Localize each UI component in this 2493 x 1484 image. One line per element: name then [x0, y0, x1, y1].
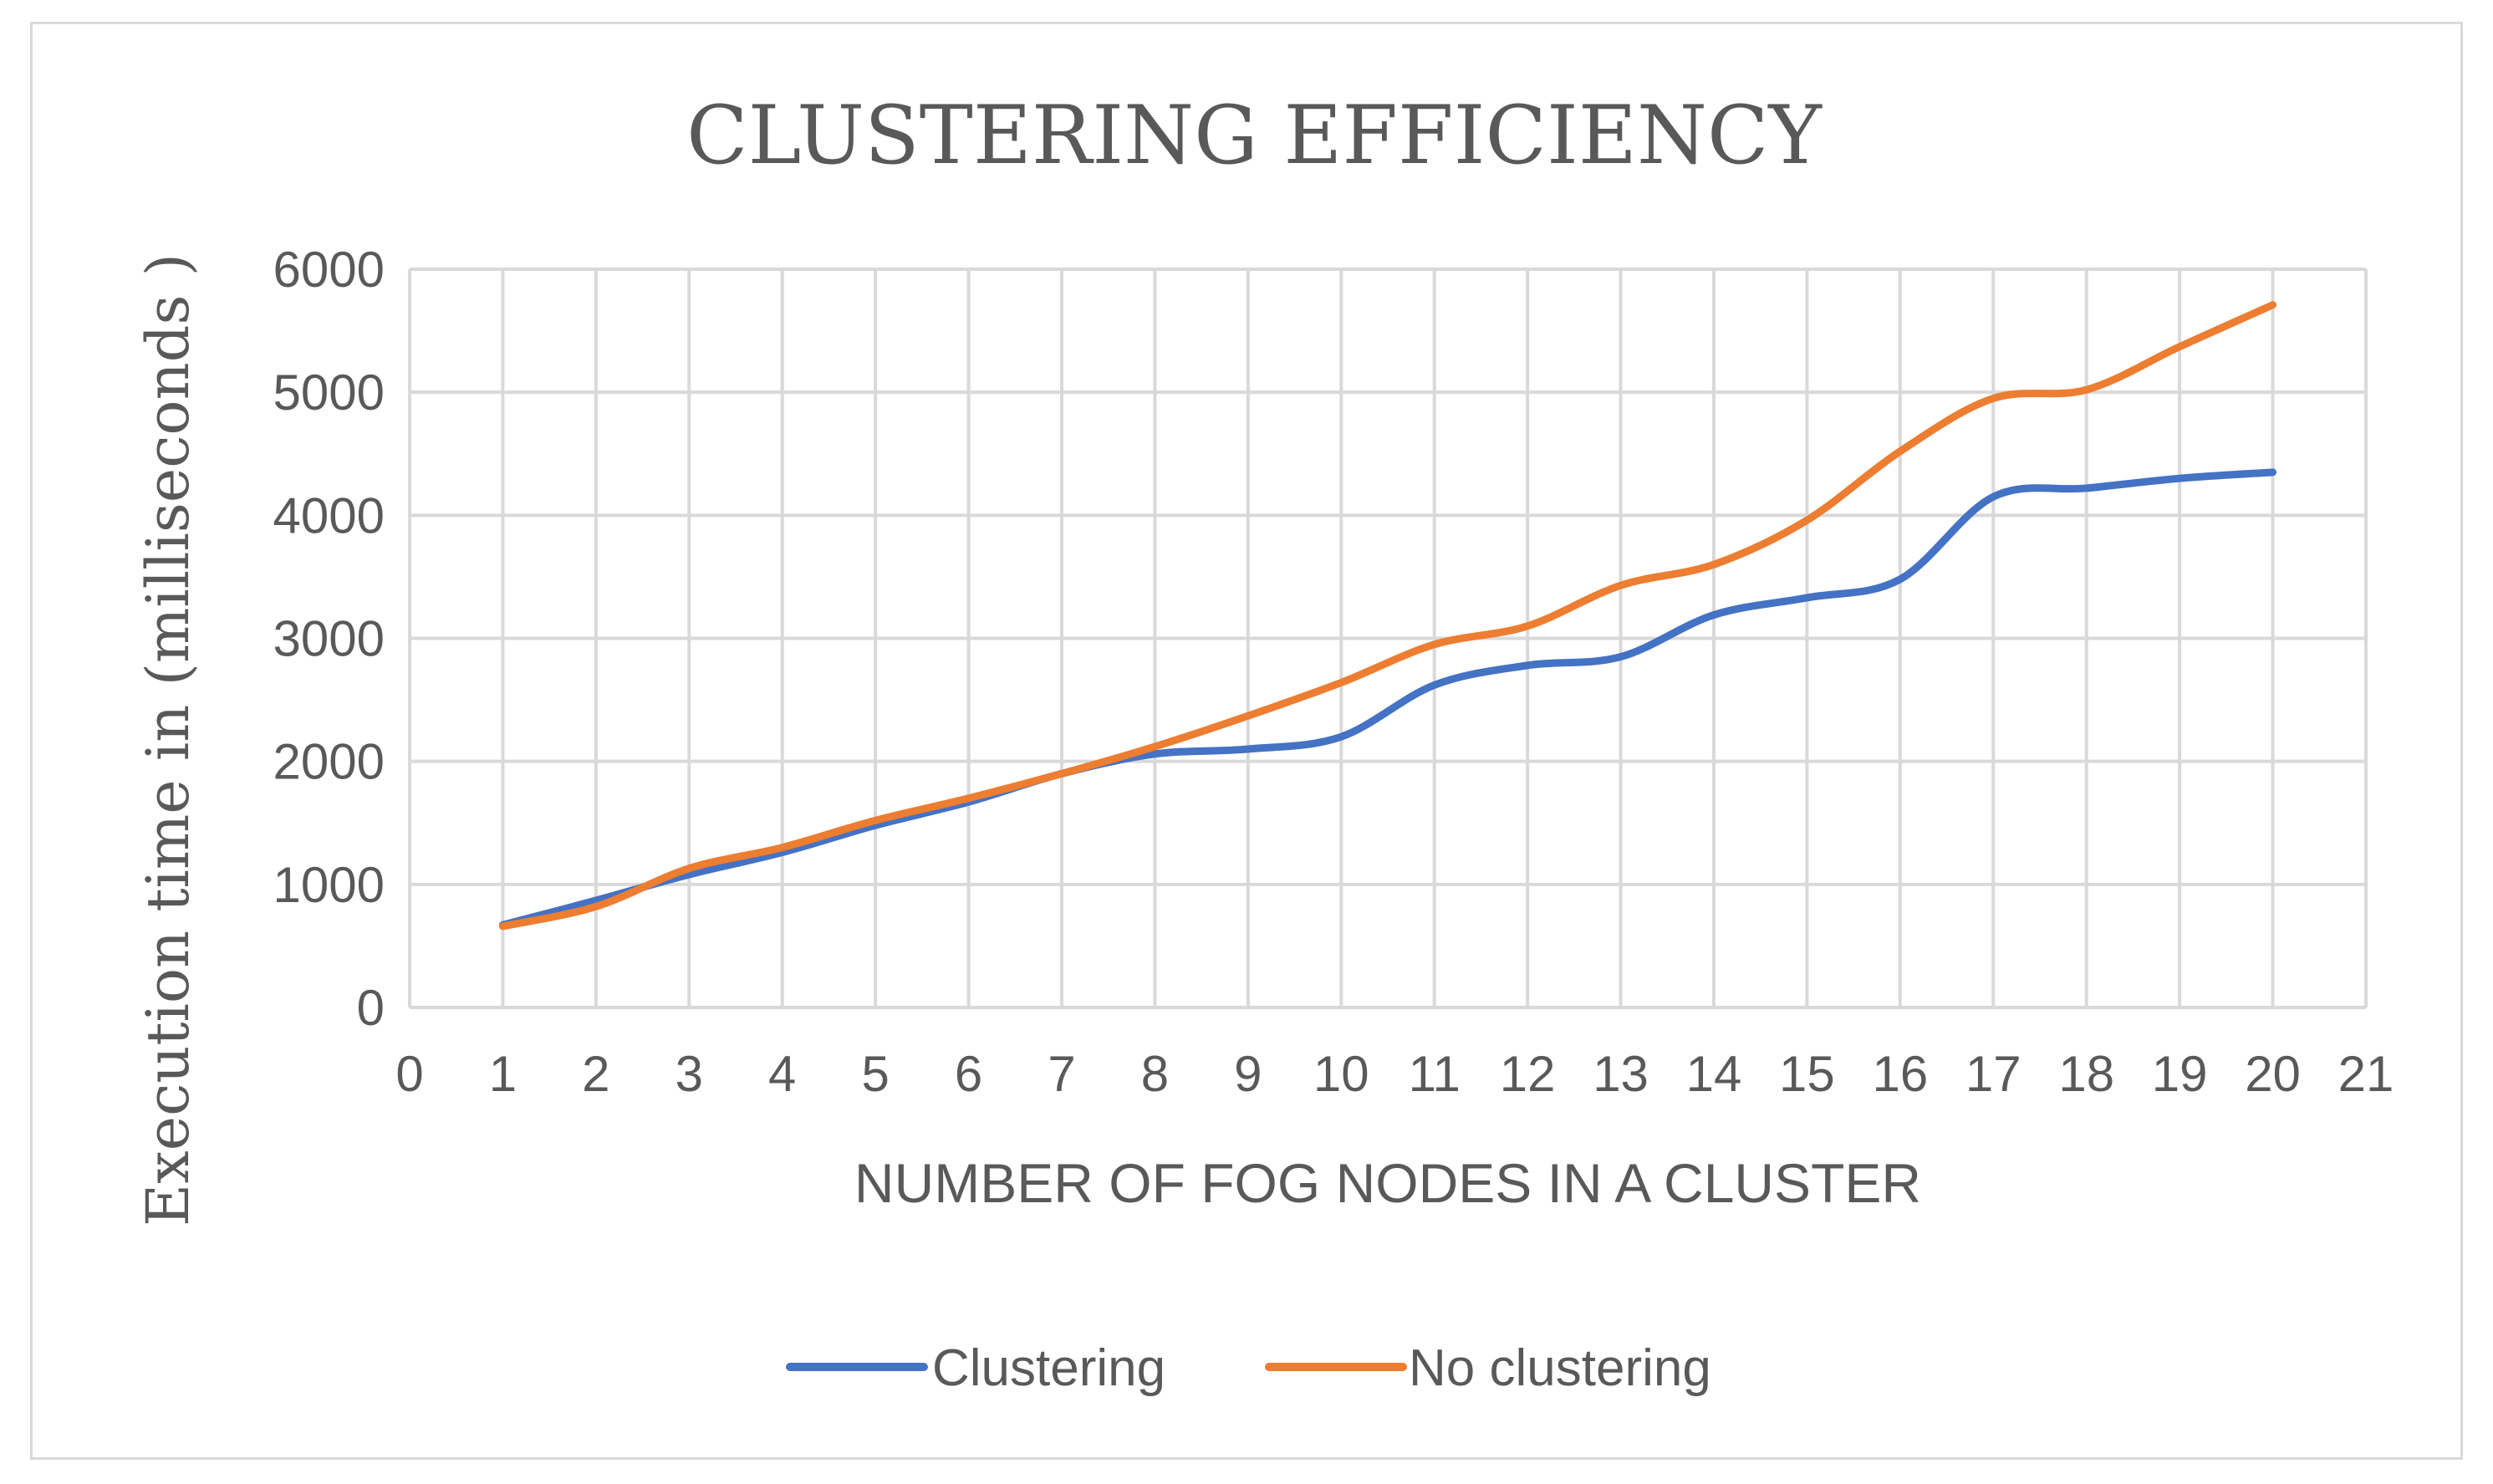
x-tick-label: 10: [1313, 1046, 1369, 1102]
y-tick-label: 0: [357, 980, 385, 1036]
x-tick-label: 9: [1234, 1046, 1262, 1102]
x-tick-label: 17: [1965, 1046, 2021, 1102]
y-tick-label: 6000: [273, 242, 385, 298]
x-tick-label: 2: [582, 1046, 609, 1102]
plot-grid: [408, 268, 2368, 1009]
y-tick-label: 4000: [273, 487, 385, 543]
x-tick-label: 20: [2245, 1046, 2301, 1102]
x-tick-label: 1: [489, 1046, 517, 1102]
x-axis-label: NUMBER OF FOG NODES IN A CLUSTER: [854, 1152, 1921, 1214]
legend-label: Clustering: [932, 1339, 1165, 1397]
x-tick-label: 5: [861, 1046, 889, 1102]
series-line-clustering: [498, 468, 2277, 929]
y-axis-ticks: 0 1000 2000 3000 4000 5000 6000: [273, 242, 385, 1036]
x-tick-label: 19: [2152, 1046, 2208, 1102]
x-tick-label: 13: [1593, 1046, 1649, 1102]
y-tick-label: 1000: [273, 857, 385, 913]
x-tick-label: 14: [1686, 1046, 1742, 1102]
x-tick-label: 16: [1872, 1046, 1928, 1102]
series-line-no-clustering: [498, 301, 2277, 931]
chart-title: CLUSTERING EFFICIENCY: [686, 89, 1823, 182]
y-tick-label: 5000: [273, 365, 385, 421]
x-tick-label: 12: [1500, 1046, 1556, 1102]
x-tick-label: 3: [676, 1046, 703, 1102]
x-tick-label: 18: [2058, 1046, 2114, 1102]
x-tick-label: 8: [1141, 1046, 1169, 1102]
y-axis-label: Execution time in (milliseconds ): [134, 253, 202, 1226]
x-axis-ticks: 0 1 2 3 4 5 6 7 8 9 10 11 12 13 14 15 16 17 18 19 20 21: [395, 1046, 2394, 1102]
x-tick-label: 21: [2338, 1046, 2394, 1102]
x-tick-label: 6: [955, 1046, 982, 1102]
y-tick-label: 3000: [273, 611, 385, 667]
x-tick-label: 7: [1048, 1046, 1075, 1102]
series-lines: [498, 301, 2277, 931]
x-tick-label: 4: [768, 1046, 796, 1102]
x-tick-label: 0: [395, 1046, 423, 1102]
x-tick-label: 15: [1779, 1046, 1835, 1102]
y-tick-label: 2000: [273, 734, 385, 790]
legend-label: No clustering: [1409, 1339, 1711, 1397]
x-tick-label: 11: [1409, 1046, 1461, 1102]
legend: Clustering No clustering: [786, 1339, 1711, 1397]
